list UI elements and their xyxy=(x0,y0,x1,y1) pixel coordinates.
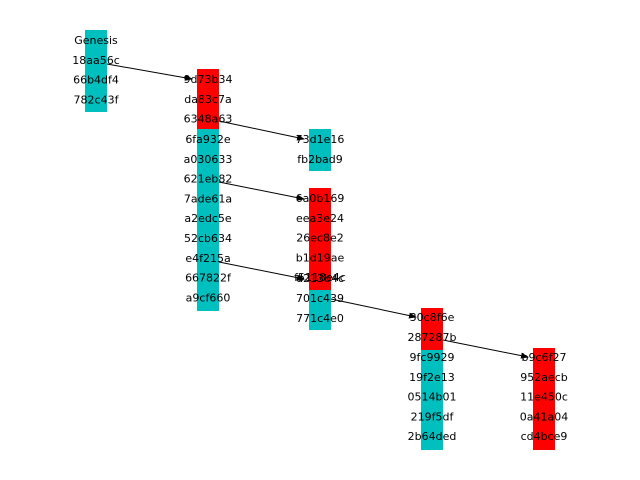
hash-label: 11e450c xyxy=(520,391,568,404)
link-arrow-b2-b5 xyxy=(218,261,305,281)
block-b5 xyxy=(309,268,331,288)
link-arrow-b2-b4 xyxy=(218,181,305,201)
hash-label: da83c7a xyxy=(184,93,232,106)
hash-label: 701c439 xyxy=(296,292,344,305)
block-b8 xyxy=(421,350,443,450)
hash-label: 6348a63 xyxy=(184,113,233,126)
block-b6 xyxy=(309,290,331,330)
hash-label: d213b4c xyxy=(296,272,344,285)
hash-label: 287287b xyxy=(408,331,457,344)
block-b9 xyxy=(533,348,555,450)
hash-label: a030633 xyxy=(184,153,233,166)
hash-label: 6a0b169 xyxy=(296,192,345,205)
block-b2 xyxy=(197,129,219,311)
hash-label: 2b64ded xyxy=(408,430,457,443)
hash-label: 219f5df xyxy=(411,410,455,423)
hash-label: 771c4e0 xyxy=(296,312,344,325)
block-b0 xyxy=(85,30,107,112)
hash-label: b9c6f27 xyxy=(522,351,567,364)
hash-label: b1d19ae xyxy=(296,251,345,264)
hash-label: e4f215a xyxy=(185,252,230,265)
hash-label: 621eb82 xyxy=(184,173,233,186)
hash-label: 667822f xyxy=(185,272,232,285)
block-b4 xyxy=(309,188,331,290)
hash-label: f5118e4c xyxy=(294,271,346,284)
link-arrow-b7-b9 xyxy=(442,339,529,359)
hash-label: 19f2e13 xyxy=(409,371,455,384)
hash-label: 73d1e16 xyxy=(296,133,345,146)
block-b1 xyxy=(197,69,219,129)
hash-label: fb2bad9 xyxy=(297,153,343,166)
hash-label: 18aa56c xyxy=(72,54,120,67)
hash-label: cd4bce9 xyxy=(521,430,568,443)
hash-label: 66b4df4 xyxy=(73,74,119,87)
hash-label: 30c8f6e xyxy=(410,311,455,324)
hash-label: 26ec8e2 xyxy=(296,232,344,245)
hash-label: a9cf660 xyxy=(186,291,231,304)
hash-label: 9d73b34 xyxy=(184,73,233,86)
hash-label: 6fa932e xyxy=(185,133,231,146)
link-arrow-b0-b1 xyxy=(106,63,193,81)
block-b3 xyxy=(309,129,331,171)
hash-label: Genesis xyxy=(74,34,118,47)
link-arrow-b1-b3 xyxy=(218,120,305,141)
hash-label: 782c43f xyxy=(74,93,120,106)
block-b7 xyxy=(421,308,443,350)
hash-label: 7ade61a xyxy=(184,192,232,205)
hash-label: eea3e24 xyxy=(296,212,344,225)
hash-label: 0a41a04 xyxy=(520,410,568,423)
hash-label: 9fc9929 xyxy=(410,351,455,364)
link-arrow-b6-b7 xyxy=(330,298,417,319)
hash-label: 0514b01 xyxy=(408,391,457,404)
hash-label: 952aecb xyxy=(520,371,568,384)
hash-label: 52cb634 xyxy=(184,232,232,245)
hash-label: a2edc5e xyxy=(184,212,232,225)
